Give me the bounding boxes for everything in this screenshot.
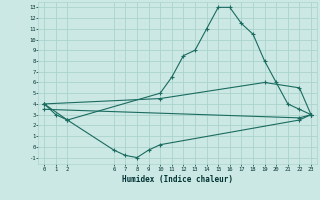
X-axis label: Humidex (Indice chaleur): Humidex (Indice chaleur): [122, 175, 233, 184]
